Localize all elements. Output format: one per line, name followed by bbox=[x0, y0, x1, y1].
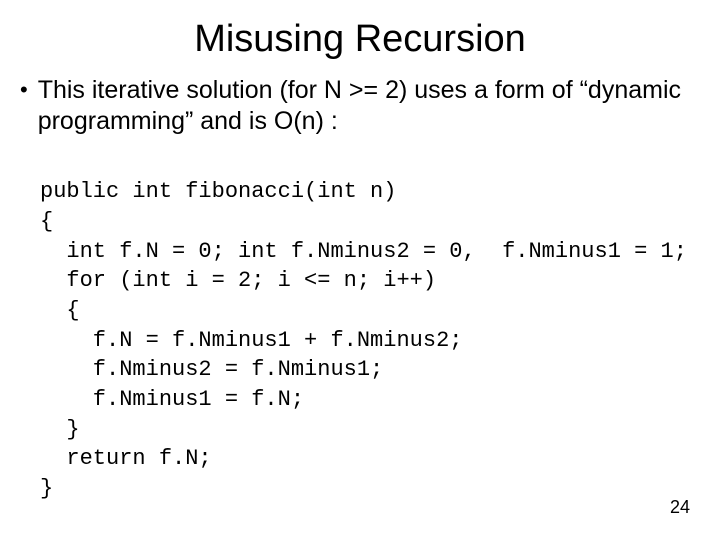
code-line: } bbox=[40, 476, 53, 501]
code-line: f.Nminus2 = f.Nminus1; bbox=[40, 357, 383, 382]
code-line: for (int i = 2; i <= n; i++) bbox=[40, 268, 436, 293]
slide: Misusing Recursion • This iterative solu… bbox=[0, 18, 720, 540]
code-line: f.Nminus1 = f.N; bbox=[40, 387, 304, 412]
code-line: { bbox=[40, 298, 80, 323]
page-number: 24 bbox=[670, 497, 690, 518]
bullet-marker: • bbox=[20, 75, 28, 106]
code-line: { bbox=[40, 209, 53, 234]
bullet-item: • This iterative solution (for N >= 2) u… bbox=[0, 75, 720, 138]
code-line: f.N = f.Nminus1 + f.Nminus2; bbox=[40, 328, 462, 353]
code-line: } bbox=[40, 417, 80, 442]
code-line: int f.N = 0; int f.Nminus2 = 0, f.Nminus… bbox=[40, 239, 687, 264]
slide-title: Misusing Recursion bbox=[0, 18, 720, 61]
code-line: public int fibonacci(int n) bbox=[40, 179, 396, 204]
code-line: return f.N; bbox=[40, 446, 212, 471]
code-block: public int fibonacci(int n) { int f.N = … bbox=[0, 148, 720, 504]
bullet-text: This iterative solution (for N >= 2) use… bbox=[38, 75, 690, 138]
